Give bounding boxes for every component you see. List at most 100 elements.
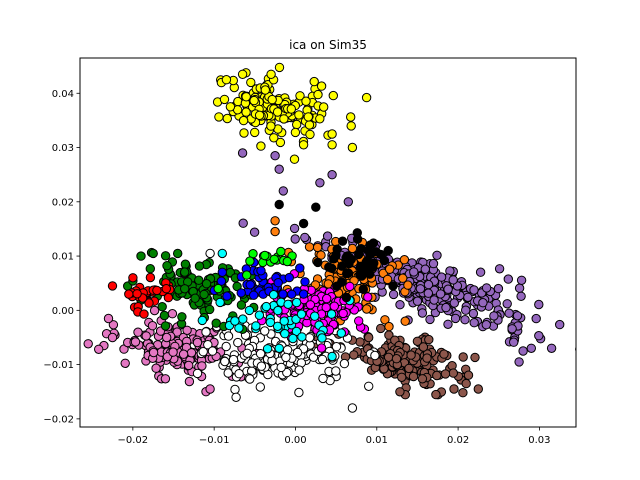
data-point <box>292 347 303 358</box>
series-9 <box>209 254 310 301</box>
data-point <box>443 319 453 329</box>
data-point <box>422 353 432 363</box>
data-point <box>237 148 248 158</box>
data-point <box>274 164 284 174</box>
data-point <box>254 110 265 121</box>
data-point <box>470 352 480 363</box>
data-point <box>339 358 350 369</box>
data-point <box>273 305 283 316</box>
data-point <box>148 347 159 358</box>
data-point <box>298 218 309 229</box>
data-point <box>279 316 289 326</box>
data-point <box>305 129 315 140</box>
data-point <box>149 305 160 316</box>
data-point <box>286 104 296 114</box>
data-point <box>221 341 231 352</box>
data-point <box>172 327 182 337</box>
data-point <box>361 92 372 103</box>
data-point <box>409 267 419 277</box>
data-point <box>180 267 190 277</box>
data-point <box>412 336 423 346</box>
data-point <box>239 128 249 138</box>
data-point <box>512 311 523 321</box>
data-point <box>290 127 301 138</box>
data-point <box>363 292 373 302</box>
chart-title: ica on Sim35 <box>289 38 367 52</box>
data-point <box>288 333 298 344</box>
data-point <box>388 281 398 291</box>
x-tick-label: 0.03 <box>528 435 550 446</box>
data-point <box>344 259 354 269</box>
series-12 <box>274 199 398 303</box>
data-point <box>518 346 528 356</box>
data-points <box>83 62 576 413</box>
series-6 <box>107 272 175 319</box>
data-point <box>234 323 244 333</box>
data-point <box>256 361 267 371</box>
data-point <box>507 324 517 334</box>
data-point <box>461 305 471 315</box>
data-point <box>128 273 138 283</box>
data-point <box>376 323 386 334</box>
data-point <box>371 247 381 257</box>
data-point <box>329 301 339 311</box>
data-point <box>295 263 305 273</box>
data-point <box>370 350 380 361</box>
data-point <box>312 242 323 253</box>
data-point <box>144 298 154 308</box>
data-point <box>238 218 248 228</box>
data-point <box>301 96 311 106</box>
data-point <box>152 285 162 296</box>
data-point <box>338 308 348 319</box>
data-point <box>475 267 486 277</box>
data-point <box>238 115 249 126</box>
data-point <box>473 384 483 394</box>
data-point <box>331 366 341 376</box>
data-point <box>423 288 433 298</box>
data-point <box>242 348 252 358</box>
data-point <box>383 245 393 256</box>
data-point <box>502 299 512 309</box>
data-point <box>168 347 178 357</box>
data-point <box>395 300 405 310</box>
data-point <box>458 388 468 398</box>
data-point <box>313 89 323 100</box>
data-point <box>249 227 260 237</box>
data-point <box>207 346 218 356</box>
data-point <box>310 311 320 321</box>
data-point <box>458 352 468 362</box>
data-point <box>160 374 171 384</box>
data-point <box>251 321 261 331</box>
data-point <box>417 308 428 318</box>
data-point <box>228 354 239 365</box>
data-point <box>205 384 215 394</box>
data-point <box>364 381 374 391</box>
data-point <box>161 284 172 294</box>
data-point <box>291 297 302 308</box>
data-point <box>469 285 479 295</box>
data-point <box>463 292 473 302</box>
data-point <box>304 120 315 130</box>
data-point <box>341 292 352 303</box>
data-point <box>383 352 394 362</box>
data-point <box>107 332 118 343</box>
data-point <box>296 309 307 319</box>
data-point <box>266 69 276 80</box>
data-point <box>103 313 114 324</box>
data-point <box>397 372 407 382</box>
data-point <box>269 290 279 300</box>
data-point <box>184 360 194 371</box>
data-point <box>327 170 337 180</box>
data-point <box>425 314 435 325</box>
data-point <box>177 312 187 322</box>
data-point <box>328 90 338 101</box>
data-point <box>398 273 408 283</box>
data-point <box>364 332 374 343</box>
data-point <box>197 361 207 371</box>
data-point <box>295 91 305 101</box>
data-point <box>276 362 286 373</box>
data-point <box>463 370 474 380</box>
y-tick-label: 0.00 <box>52 306 74 317</box>
data-point <box>461 378 471 389</box>
